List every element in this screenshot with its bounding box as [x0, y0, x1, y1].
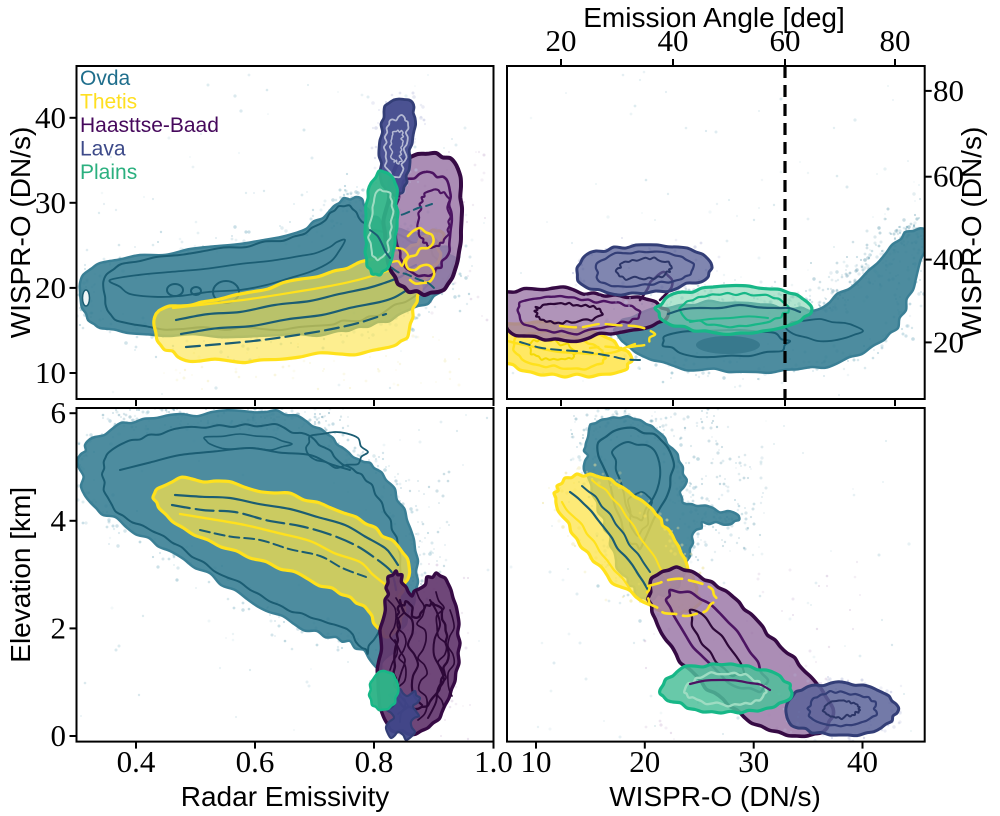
svg-text:0.6: 0.6	[236, 744, 275, 779]
svg-text:60: 60	[933, 159, 964, 194]
svg-text:Plains: Plains	[80, 161, 137, 184]
svg-text:10: 10	[521, 744, 552, 779]
svg-text:WISPR-O (DN/s): WISPR-O (DN/s)	[5, 127, 36, 339]
svg-text:80: 80	[880, 23, 911, 58]
svg-text:6: 6	[51, 395, 67, 430]
svg-text:Lava: Lava	[80, 138, 126, 161]
svg-text:Ovda: Ovda	[80, 67, 131, 90]
svg-text:1.0: 1.0	[474, 744, 513, 779]
svg-text:30: 30	[35, 185, 66, 220]
svg-text:Thetis: Thetis	[80, 91, 137, 114]
svg-text:0.8: 0.8	[355, 744, 394, 779]
svg-text:80: 80	[933, 73, 964, 108]
svg-text:Elevation [km]: Elevation [km]	[5, 487, 36, 663]
svg-text:30: 30	[738, 744, 769, 779]
svg-text:20: 20	[35, 270, 66, 305]
svg-text:4: 4	[51, 503, 67, 538]
svg-text:Radar Emissivity: Radar Emissivity	[181, 781, 389, 812]
svg-text:0: 0	[51, 718, 67, 753]
svg-text:2: 2	[51, 610, 67, 645]
svg-text:10: 10	[35, 355, 66, 390]
svg-text:40: 40	[847, 744, 878, 779]
svg-text:WISPR-O (DN/s): WISPR-O (DN/s)	[609, 781, 821, 812]
svg-text:40: 40	[658, 23, 689, 58]
svg-text:40: 40	[35, 100, 66, 135]
svg-text:0.4: 0.4	[117, 744, 156, 779]
svg-text:20: 20	[933, 324, 964, 359]
svg-text:60: 60	[770, 23, 801, 58]
svg-text:20: 20	[629, 744, 660, 779]
svg-text:40: 40	[933, 242, 964, 277]
svg-text:20: 20	[546, 23, 577, 58]
svg-text:Haasttse-Baad: Haasttse-Baad	[80, 114, 219, 137]
svg-text:WISPR-O (DN/s): WISPR-O (DN/s)	[956, 127, 987, 339]
svg-text:Emission Angle [deg]: Emission Angle [deg]	[583, 2, 845, 33]
